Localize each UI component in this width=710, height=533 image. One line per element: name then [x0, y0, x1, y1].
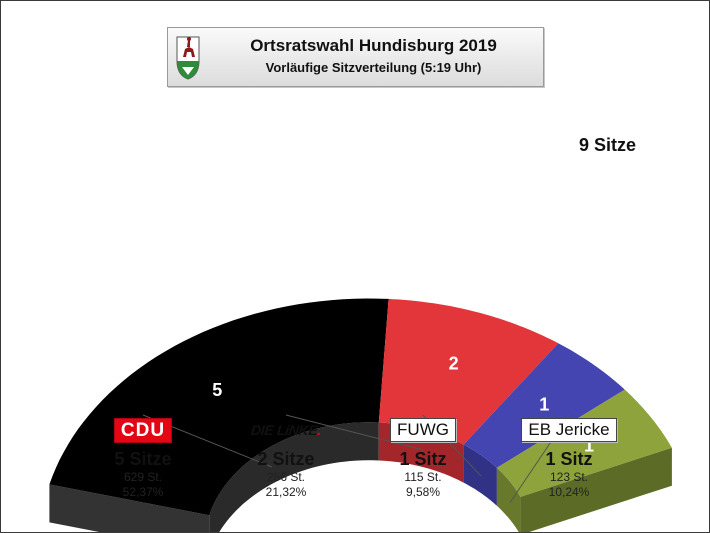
votes-value: 256 St.	[266, 470, 306, 484]
leader-line	[285, 414, 424, 451]
coat-of-arms-icon	[176, 36, 200, 80]
segment-side-eb-jericke	[496, 467, 521, 532]
votes-value: 629 St.	[123, 470, 163, 484]
segment-eb-jericke	[496, 389, 672, 497]
seat-count-label: 2	[449, 354, 459, 374]
party-column-cdu: CDU 5 Sitze 629 St. 52,37%	[68, 415, 218, 500]
die-linke-logo: DIE LiNKE.	[250, 422, 322, 438]
percent-value: 21,32%	[265, 485, 307, 499]
segment-fuwg	[463, 343, 625, 468]
seats-value: 5 Sitze	[114, 449, 172, 469]
seats-value: 1 Sitz	[545, 449, 593, 469]
party-column-fuwg: FUWG 1 Sitz 115 St. 9,58%	[348, 415, 498, 500]
total-seats-label: 9 Sitze	[579, 135, 637, 155]
percent-value: 10,24%	[548, 485, 590, 499]
seat-count-label: 1	[539, 395, 549, 415]
seat-count-label: 1	[584, 436, 594, 456]
segment-side-cdu	[209, 422, 379, 532]
title-box: Ortsratswahl Hundisburg 2019 Vorläufige …	[167, 27, 544, 87]
chart-subtitle: Vorläufige Sitzverteilung (5:19 Uhr)	[265, 60, 482, 75]
segment-die-linke	[378, 298, 559, 445]
eb-jericke-logo: EB Jericke	[521, 418, 617, 442]
seats-value: 2 Sitze	[257, 449, 315, 469]
fuwg-logo: FUWG	[390, 418, 456, 442]
cdu-logo: CDU	[113, 417, 173, 443]
percent-value: 52,37%	[122, 485, 164, 499]
percent-value: 9,58%	[405, 485, 441, 499]
segment-end-cap-right	[520, 447, 672, 532]
chart-title: Ortsratswahl Hundisburg 2019	[250, 36, 497, 55]
party-column-linke: DIE LiNKE. 2 Sitze 256 St. 21,32%	[211, 415, 361, 500]
party-column-eb-jericke: EB Jericke 1 Sitz 123 St. 10,24%	[494, 415, 644, 500]
votes-value: 115 St.	[404, 470, 442, 484]
votes-value: 123 St.	[549, 470, 589, 484]
segment-end-cap-left	[49, 484, 210, 532]
segment-cdu	[49, 298, 389, 516]
seat-count-label: 5	[212, 380, 222, 400]
seats-value: 1 Sitz	[399, 449, 447, 469]
